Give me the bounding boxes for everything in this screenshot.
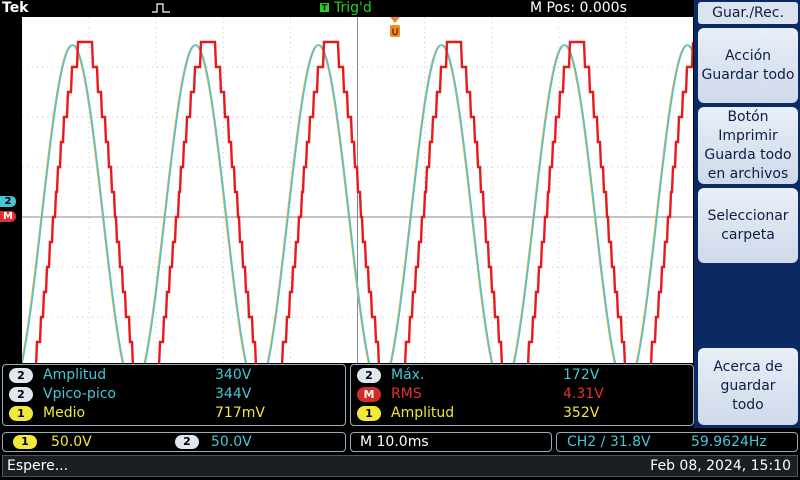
button-line: carpeta: [721, 226, 775, 243]
math-trace: [34, 40, 693, 363]
measurement-panel-left: 2 Amplitud 340V 2 Vpico-pico 344V 1 Medi…: [2, 364, 346, 426]
measurement-value: 717mV: [215, 405, 265, 421]
channel-badge: 2: [9, 368, 33, 383]
measurement-value: 172V: [563, 367, 600, 383]
ch1-trace: [22, 44, 693, 363]
button-line: Guardar todo: [701, 66, 795, 83]
frequency-value: 59.9624Hz: [691, 434, 767, 450]
about-save-all-button[interactable]: Acerca de guardar todo: [698, 348, 798, 425]
status-message: Espere...: [7, 458, 69, 474]
channel-badge: 1: [9, 406, 33, 421]
menu-title: Guar./Rec.: [698, 2, 798, 24]
trigger-level: CH2 ∕ 31.8V: [567, 434, 651, 450]
trigger-position-icon[interactable]: U: [389, 17, 401, 39]
measurement-value: 352V: [563, 405, 600, 421]
measurement-name: Amplitud: [391, 405, 455, 421]
ch2-scale: 50.0V: [211, 434, 252, 450]
trigger-pulse-icon: [152, 3, 170, 13]
measurement-row: 1 Medio 717mV: [3, 404, 345, 423]
measurement-row: M RMS 4.31V: [351, 385, 693, 404]
trigger-status: Trig'd: [334, 0, 372, 16]
waveform-svg: [22, 17, 693, 363]
button-line: en archivos: [707, 165, 789, 182]
trigger-readout[interactable]: CH2 ∕ 31.8V 59.9624Hz: [556, 432, 798, 452]
measurement-panel-right: 2 Máx. 172V M RMS 4.31V 1 Amplitud 352V: [350, 364, 694, 426]
measurement-name: Medio: [43, 405, 86, 421]
top-status-bar: Tek T Trig'd M Pos: 0.000s: [0, 0, 694, 17]
math-ground-marker[interactable]: M: [0, 211, 16, 222]
channel-badge: 2: [9, 387, 33, 402]
channel-badge: 2: [357, 368, 381, 383]
button-line: Acerca de: [713, 359, 783, 375]
measurement-name: RMS: [391, 386, 422, 402]
measurement-row: 1 Amplitud 352V: [351, 404, 693, 423]
waveform-display[interactable]: [22, 17, 693, 363]
save-all-action-button[interactable]: Acción Guardar todo: [698, 28, 798, 103]
print-button-saves-all-button[interactable]: Botón Imprimir Guarda todo en archivos: [698, 107, 798, 184]
trigger-badge: T: [320, 3, 329, 12]
measurement-value: 4.31V: [563, 386, 604, 402]
button-line: Botón: [727, 108, 769, 125]
measurement-name: Máx.: [391, 367, 425, 383]
timebase-readout[interactable]: M 10.0ms: [350, 432, 552, 452]
measurement-row: 2 Amplitud 340V: [3, 366, 345, 385]
brand-logo: Tek: [2, 0, 29, 16]
measurement-row: 2 Vpico-pico 344V: [3, 385, 345, 404]
horizontal-position: M Pos: 0.000s: [530, 0, 627, 16]
button-line: todo: [732, 397, 764, 413]
select-folder-button[interactable]: Seleccionar carpeta: [698, 188, 798, 263]
measurement-name: Amplitud: [43, 367, 107, 383]
measurement-value: 344V: [215, 386, 252, 402]
measurement-value: 340V: [215, 367, 252, 383]
button-line: Seleccionar: [707, 207, 789, 224]
measurement-row: 2 Máx. 172V: [351, 366, 693, 385]
ch2-ground-marker[interactable]: 2: [0, 196, 16, 207]
button-line: Imprimir: [718, 127, 778, 144]
button-line: guardar: [720, 378, 776, 394]
date-time: Feb 08, 2024, 15:10: [650, 458, 791, 474]
button-line: Acción: [724, 47, 772, 64]
channel-scale-readout[interactable]: 1 50.0V 2 50.0V: [2, 432, 346, 452]
ch1-scale: 50.0V: [51, 434, 92, 450]
ch2-badge: 2: [175, 435, 199, 449]
svg-text:U: U: [392, 28, 399, 38]
channel-badge: M: [357, 387, 381, 402]
ch1-badge: 1: [13, 435, 37, 449]
message-bar: Espere... Feb 08, 2024, 15:10: [2, 455, 798, 477]
timebase-value: M 10.0ms: [360, 434, 429, 450]
button-line: Guarda todo: [704, 146, 792, 163]
side-menu: Guar./Rec. Acción Guardar todo Botón Imp…: [694, 0, 800, 428]
channel-badge: 1: [357, 406, 381, 421]
measurement-name: Vpico-pico: [43, 386, 116, 402]
ch2-trace: [22, 44, 693, 363]
